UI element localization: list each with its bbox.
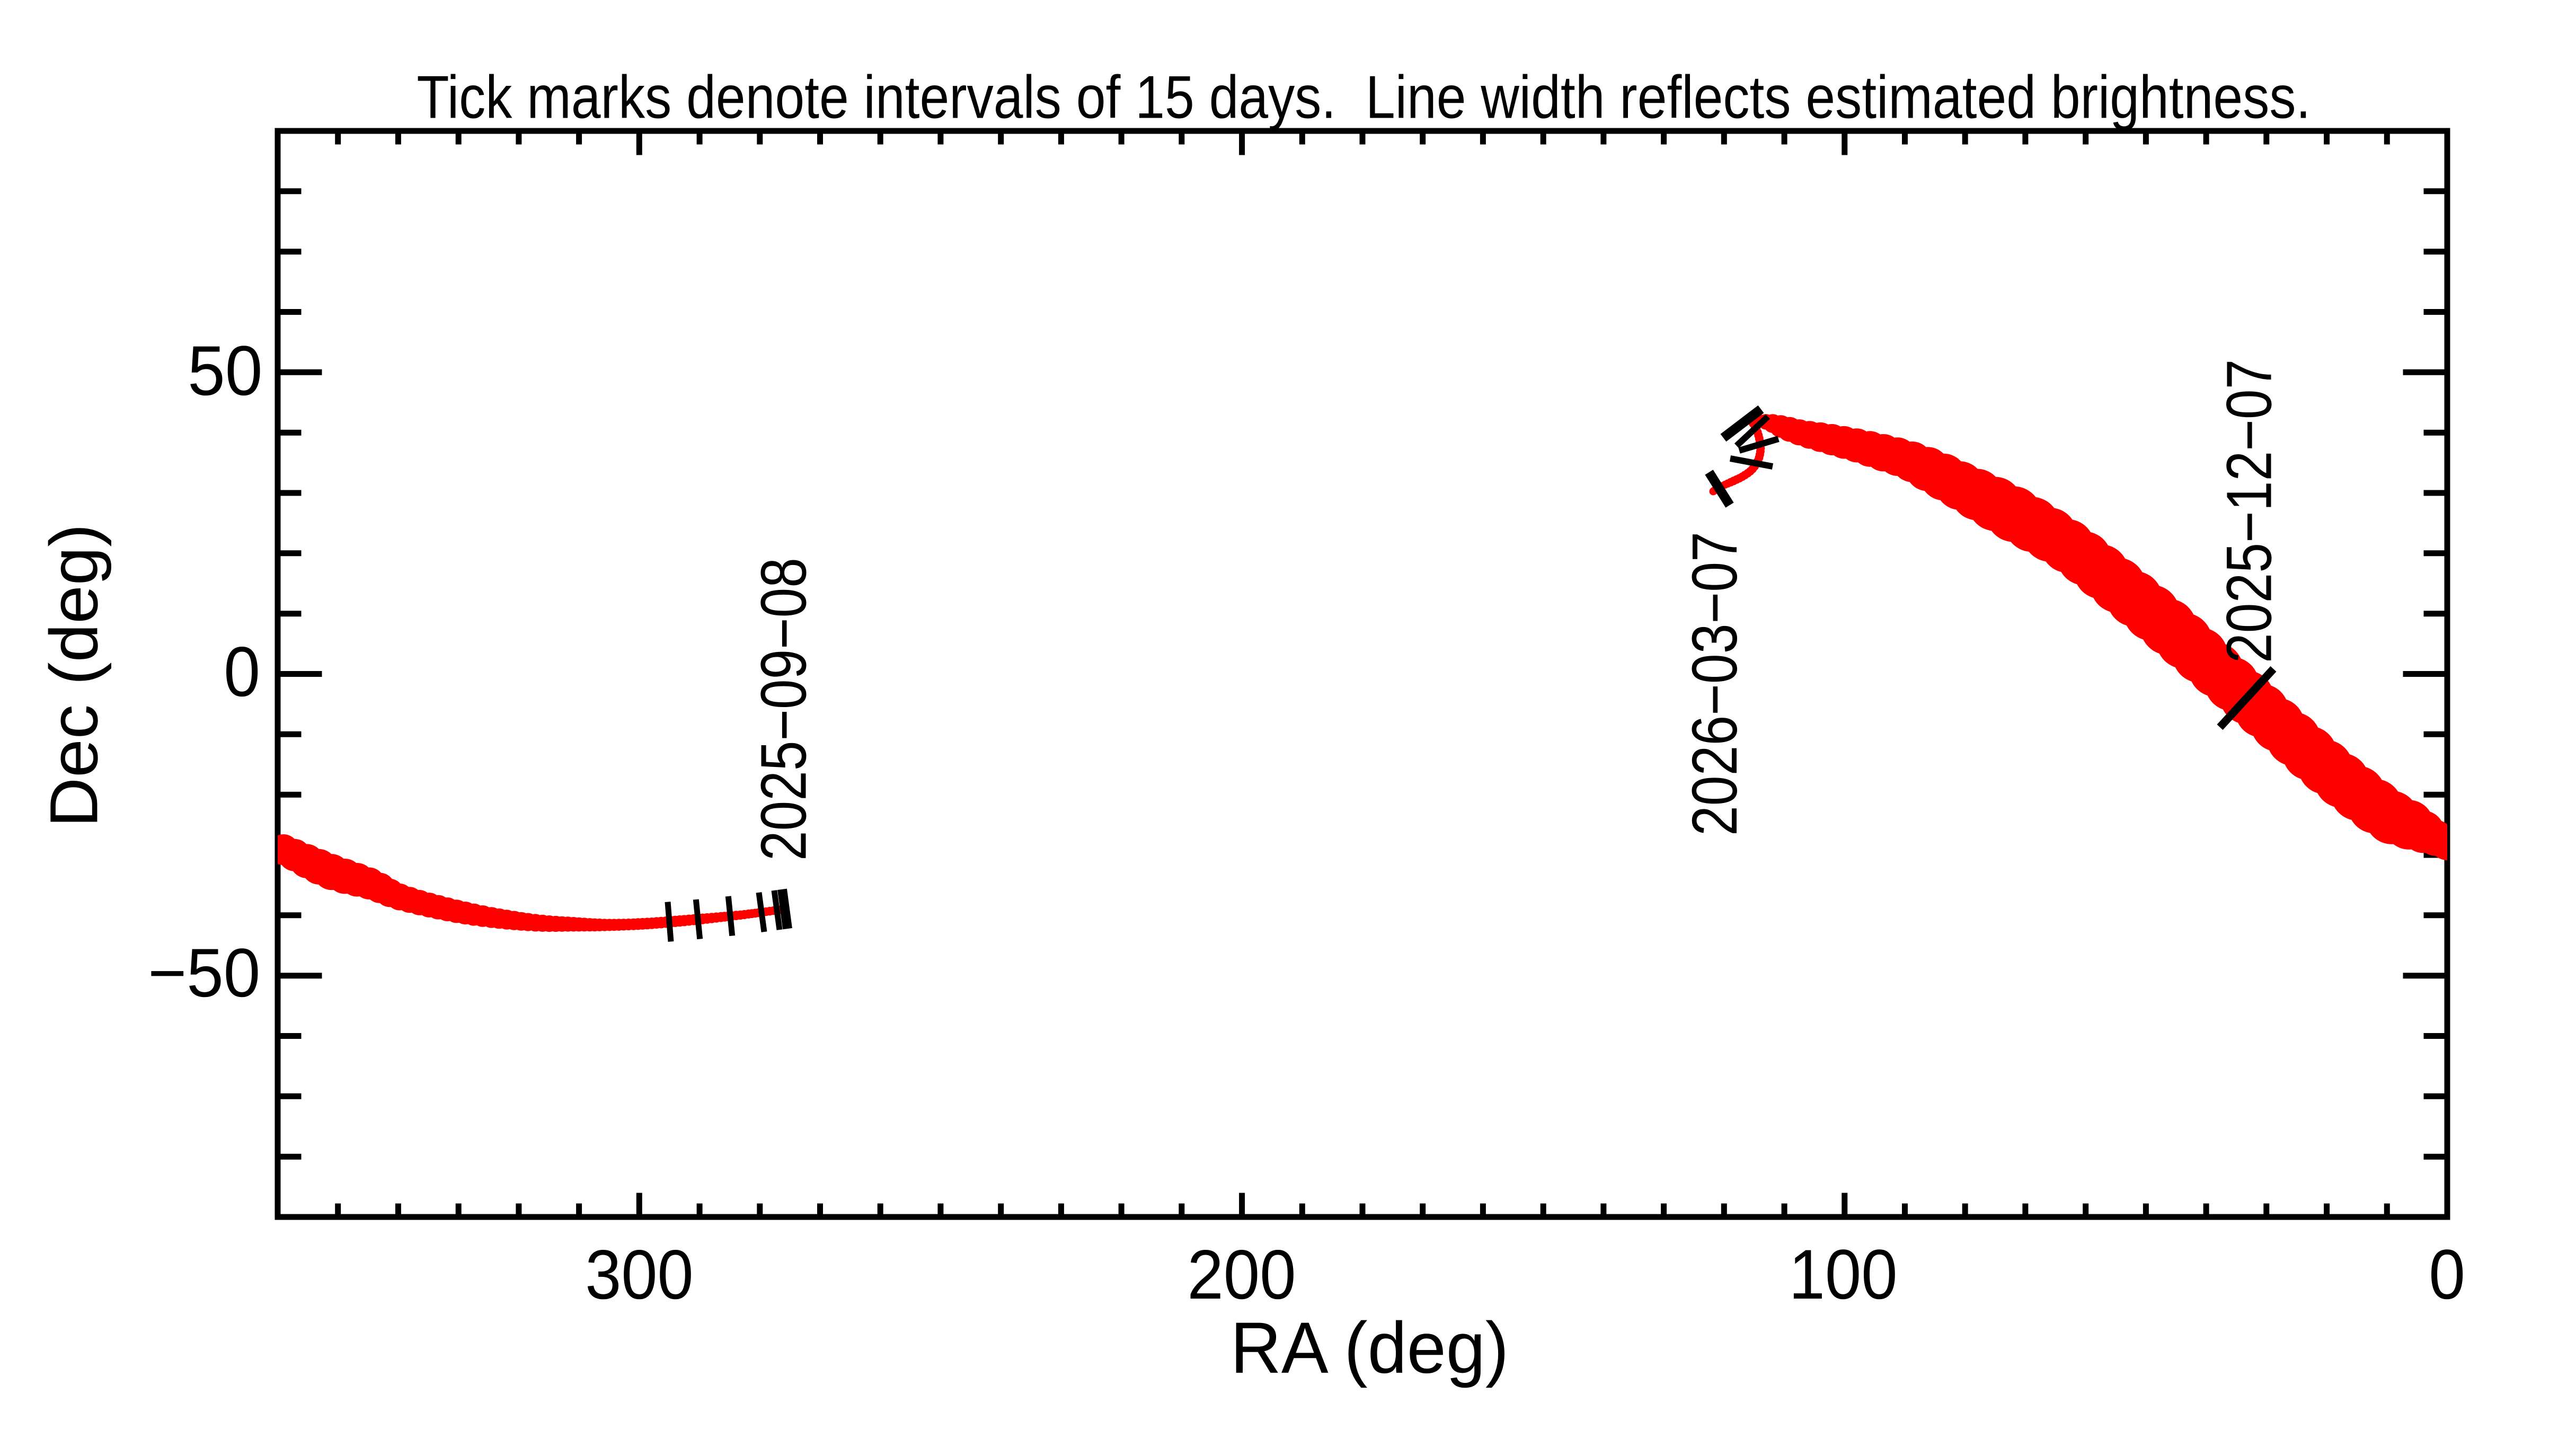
svg-text:2025−12−07: 2025−12−07: [2213, 359, 2285, 663]
svg-text:Tick marks denote intervals of: Tick marks denote intervals of 15 days. …: [417, 63, 2311, 130]
svg-text:Dec (deg): Dec (deg): [37, 524, 112, 827]
svg-text:100: 100: [1789, 1236, 1898, 1314]
svg-text:−50: −50: [148, 935, 260, 1012]
svg-text:50: 50: [188, 331, 262, 410]
svg-text:0: 0: [2429, 1236, 2465, 1314]
svg-text:RA (deg): RA (deg): [1231, 1307, 1509, 1388]
svg-text:2025−09−08: 2025−09−08: [748, 558, 819, 861]
svg-text:2026−03−07: 2026−03−07: [1679, 532, 1750, 836]
svg-text:200: 200: [1187, 1236, 1296, 1314]
svg-text:300: 300: [585, 1236, 693, 1313]
svg-text:0: 0: [224, 633, 260, 711]
